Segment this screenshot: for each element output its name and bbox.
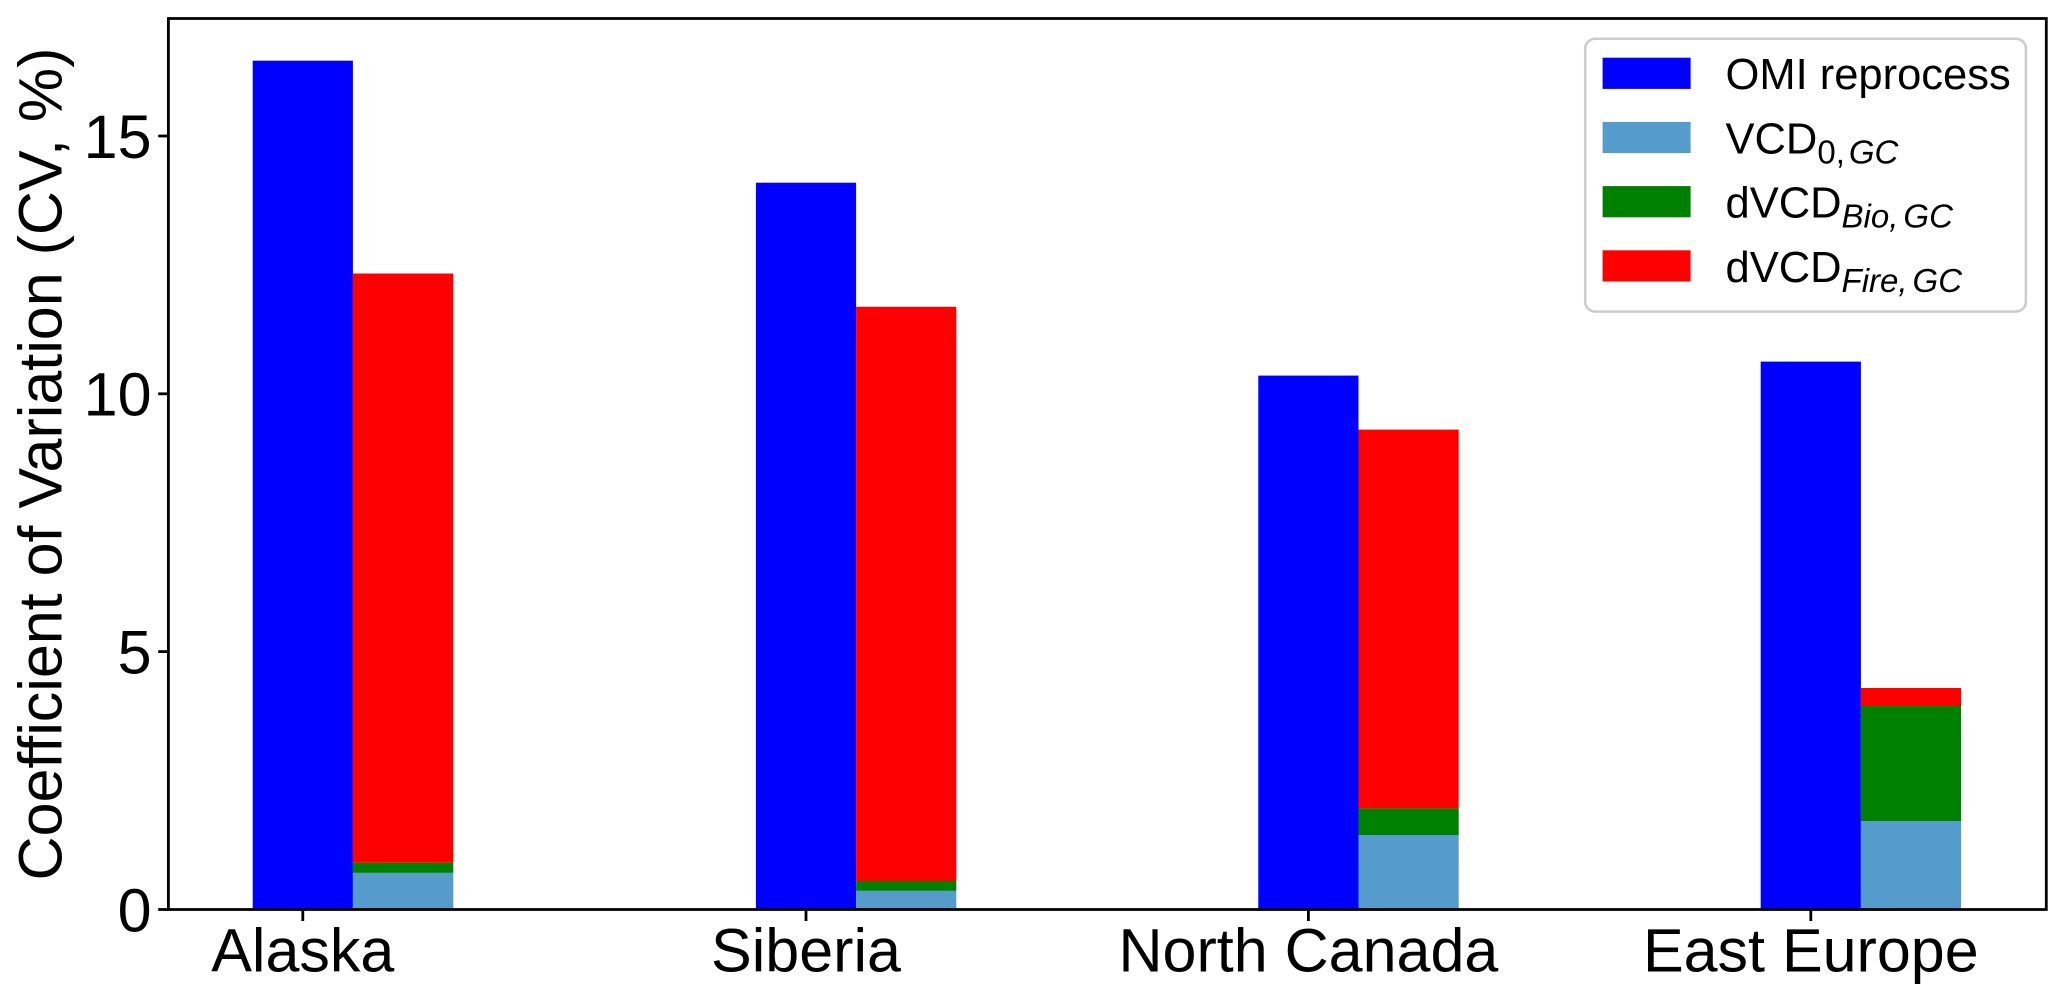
svg-text:OMI reprocess: OMI reprocess (1726, 51, 2011, 99)
svg-text:10: 10 (84, 361, 152, 429)
svg-text:Alaska: Alaska (211, 917, 394, 985)
svg-text:15: 15 (84, 103, 152, 171)
svg-text:East Europe: East Europe (1643, 917, 1979, 985)
svg-text:5: 5 (118, 618, 152, 686)
svg-text:Siberia: Siberia (711, 917, 901, 985)
svg-text:North Canada: North Canada (1119, 917, 1499, 985)
svg-text:Coefficient of Variation (CV,: Coefficient of Variation (CV, %) (6, 48, 74, 881)
svg-text:0: 0 (118, 876, 152, 944)
